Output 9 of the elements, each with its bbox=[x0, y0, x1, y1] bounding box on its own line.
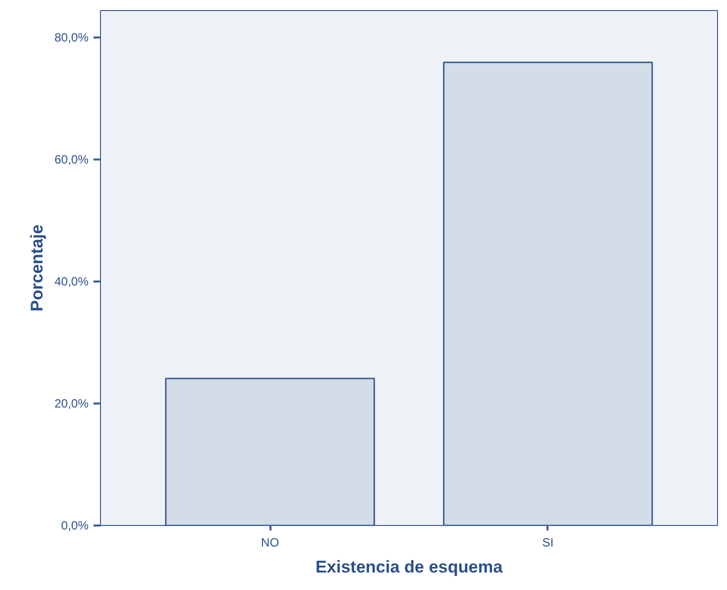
y-tick-label: 20,0% bbox=[54, 396, 89, 410]
x-axis-title: Existencia de esquema bbox=[315, 558, 504, 576]
y-tick-label: 40,0% bbox=[54, 274, 89, 288]
y-tick-label: 0,0% bbox=[61, 518, 89, 532]
y-axis-title: Porcentaje bbox=[27, 224, 46, 312]
y-tick-label: 60,0% bbox=[54, 152, 89, 166]
y-tick-label: 80,0% bbox=[54, 30, 89, 44]
x-tick-label: NO bbox=[261, 536, 280, 550]
x-tick-label: SI bbox=[542, 536, 554, 550]
